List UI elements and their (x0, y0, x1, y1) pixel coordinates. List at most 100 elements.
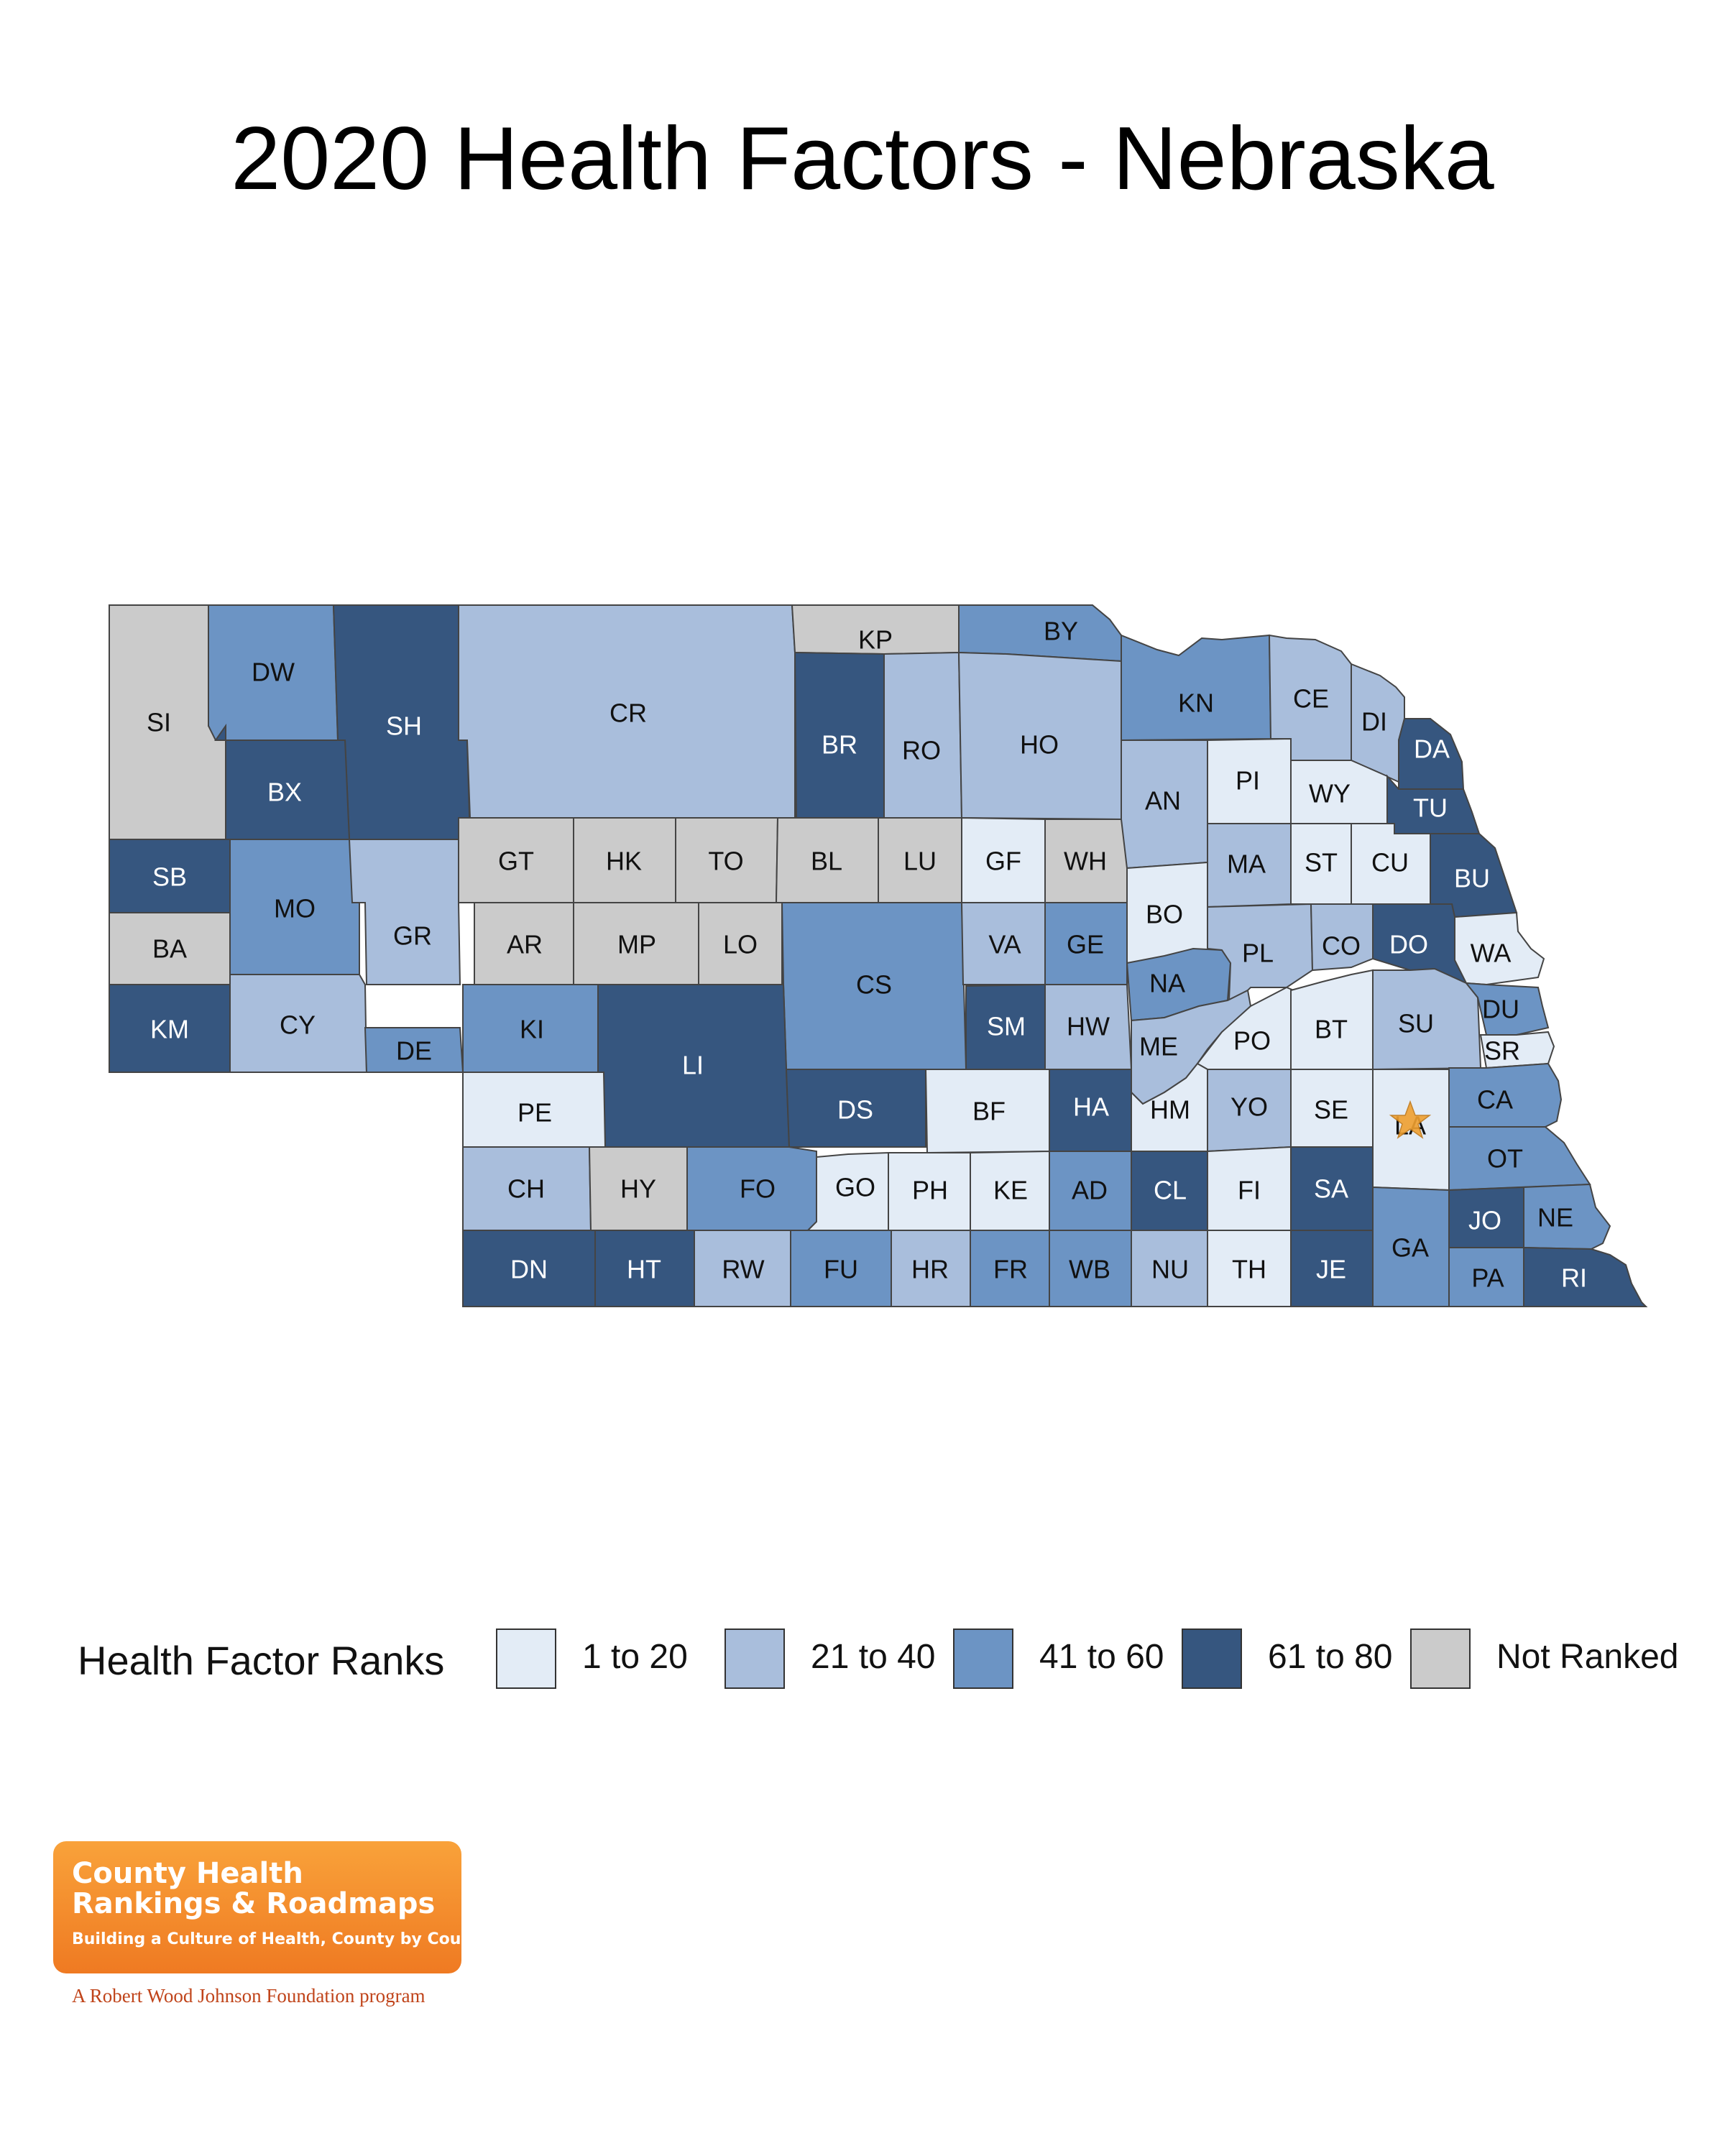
county-label-km: KM (150, 1015, 189, 1044)
county-label-bu: BU (1454, 864, 1490, 893)
county-label-ce: CE (1293, 684, 1329, 714)
county-label-sa: SA (1314, 1174, 1348, 1204)
county-label-ar: AR (507, 930, 543, 959)
county-label-dw: DW (252, 658, 295, 687)
county-label-ca: CA (1477, 1085, 1513, 1115)
county-label-wb: WB (1069, 1255, 1110, 1284)
county-label-se: SE (1314, 1095, 1348, 1125)
county-label-fr: FR (993, 1255, 1028, 1284)
county-label-me: ME (1139, 1032, 1178, 1061)
legend: Health Factor Ranks 1 to 20 21 to 40 41 … (78, 1626, 1688, 1695)
county-label-jo: JO (1468, 1206, 1501, 1235)
county-label-ne: NE (1537, 1203, 1573, 1233)
county-label-sb: SB (152, 862, 187, 892)
county-label-do: DO (1389, 930, 1428, 959)
legend-swatch (1182, 1628, 1242, 1689)
county-co (1310, 903, 1374, 972)
county-label-go: GO (835, 1173, 875, 1202)
star-icon (1389, 1100, 1432, 1139)
county-label-gt: GT (498, 847, 534, 876)
county-du (1464, 982, 1550, 1036)
county-label-gr: GR (393, 921, 432, 951)
county-label-st: ST (1305, 848, 1338, 877)
county-label-mo: MO (274, 894, 316, 923)
county-label-hw: HW (1067, 1012, 1110, 1041)
county-label-by: BY (1044, 617, 1078, 646)
county-label-da: DA (1414, 734, 1450, 764)
county-label-ro: RO (902, 736, 941, 765)
county-label-lo: LO (723, 930, 758, 959)
legend-swatch (1410, 1628, 1471, 1689)
county-label-ha: HA (1073, 1092, 1109, 1122)
county-label-bo: BO (1146, 900, 1183, 929)
legend-title: Health Factor Ranks (78, 1638, 445, 1683)
county-label-du: DU (1482, 995, 1519, 1024)
county-label-an: AN (1145, 786, 1181, 816)
county-label-wh: WH (1064, 847, 1107, 876)
county-label-pa: PA (1471, 1263, 1504, 1293)
county-label-ot: OT (1487, 1144, 1523, 1174)
county-label-mp: MP (617, 930, 656, 959)
county-label-cs: CS (856, 970, 892, 1000)
county-label-kp: KP (858, 625, 893, 655)
county-label-ad: AD (1072, 1176, 1108, 1205)
county-label-bl: BL (811, 847, 842, 876)
county-label-nu: NU (1151, 1255, 1189, 1284)
county-health-rankings-logo: County Health Rankings & Roadmaps Buildi… (53, 1841, 490, 1973)
county-label-pe: PE (518, 1098, 552, 1128)
map-title: 2020 Health Factors - Nebraska (231, 109, 1494, 208)
legend-label: Not Ranked (1496, 1638, 1679, 1676)
legend-label: 61 to 80 (1268, 1638, 1393, 1676)
county-label-pl: PL (1242, 939, 1274, 968)
county-da (1398, 718, 1465, 790)
county-label-va: VA (988, 930, 1021, 959)
county-label-to: TO (708, 847, 743, 876)
county-label-fo: FO (740, 1174, 776, 1204)
county-label-na: NA (1149, 969, 1185, 998)
county-label-hk: HK (606, 847, 642, 876)
county-label-je: JE (1316, 1255, 1346, 1284)
county-label-ki: KI (520, 1015, 544, 1044)
county-label-cr: CR (610, 699, 647, 728)
county-label-ga: GA (1392, 1233, 1429, 1263)
county-label-th: TH (1232, 1255, 1266, 1284)
county-label-tu: TU (1413, 793, 1448, 823)
county-label-su: SU (1398, 1009, 1434, 1038)
county-label-ge: GE (1067, 930, 1104, 959)
county-label-de: DE (396, 1036, 432, 1066)
county-wa (1454, 911, 1545, 986)
county-label-dn: DN (510, 1255, 548, 1284)
legend-swatch (496, 1628, 556, 1689)
county-label-li: LI (682, 1051, 704, 1080)
county-gr (348, 839, 461, 985)
legend-swatch (953, 1628, 1013, 1689)
county-label-fu: FU (824, 1255, 858, 1284)
county-ri (1523, 1246, 1648, 1307)
logo-line-1: County Health (72, 1857, 303, 1890)
legend-swatch (724, 1628, 785, 1689)
county-label-ph: PH (912, 1176, 948, 1205)
county-label-bt: BT (1315, 1015, 1348, 1044)
county-label-di: DI (1361, 707, 1387, 737)
county-label-wy: WY (1309, 779, 1351, 808)
county-label-ba: BA (152, 934, 187, 964)
county-label-sr: SR (1484, 1036, 1520, 1066)
county-label-br: BR (822, 730, 857, 760)
county-label-cl: CL (1154, 1176, 1187, 1205)
county-label-ds: DS (837, 1095, 873, 1125)
county-label-ch: CH (507, 1174, 545, 1204)
logo-subtitle: A Robert Wood Johnson Foundation program (72, 1985, 426, 2007)
county-label-yo: YO (1230, 1092, 1268, 1122)
legend-label: 21 to 40 (811, 1638, 936, 1676)
logo-tagline: Building a Culture of Health, County by … (72, 1930, 490, 1948)
county-label-ho: HO (1020, 730, 1059, 760)
county-label-si: SI (147, 708, 171, 737)
county-label-co: CO (1322, 931, 1361, 961)
legend-label: 1 to 20 (582, 1638, 688, 1676)
county-label-kn: KN (1178, 688, 1214, 718)
county-ds (785, 1069, 926, 1148)
county-label-wa: WA (1471, 939, 1512, 968)
county-label-po: PO (1233, 1026, 1271, 1056)
county-label-fi: FI (1238, 1176, 1261, 1205)
